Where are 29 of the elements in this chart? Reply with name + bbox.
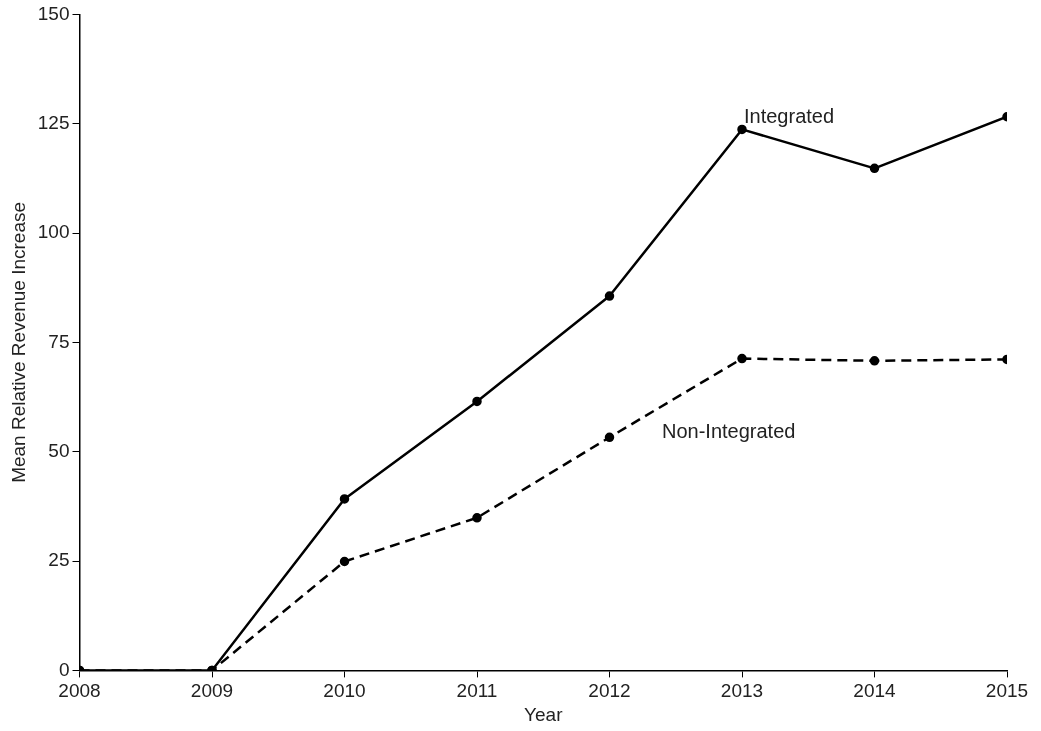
y-tick-label: 25 <box>48 549 70 571</box>
y-tick-label: 100 <box>37 221 70 243</box>
x-tick-label: 2012 <box>588 680 631 702</box>
point <box>339 494 350 504</box>
y-tick-label: 125 <box>37 111 70 133</box>
point <box>472 396 482 407</box>
point <box>604 432 615 443</box>
point <box>869 356 880 366</box>
point <box>604 291 615 301</box>
x-tick-label: 2015 <box>985 680 1029 702</box>
x-tick-label: 2011 <box>456 680 498 702</box>
y-tick-label: 50 <box>48 439 70 461</box>
y-tick-label: 75 <box>48 330 70 352</box>
y-tick-label: 0 <box>58 658 70 680</box>
x-axis-title: Year <box>524 703 564 725</box>
point <box>339 556 350 567</box>
x-tick-label: 2009 <box>190 680 234 702</box>
point <box>737 353 747 364</box>
x-tick-label: 2013 <box>720 680 764 702</box>
point <box>869 163 880 174</box>
y-axis-title: Mean Relative Revenue Increase <box>7 201 29 483</box>
y-tick-label: 150 <box>37 2 70 24</box>
series-label: Integrated <box>744 104 835 127</box>
x-tick-label: 2010 <box>323 680 366 702</box>
point <box>737 124 747 135</box>
x-tick-label: 2014 <box>853 680 897 702</box>
x-tick-label: 2008 <box>58 680 101 702</box>
point <box>472 513 482 523</box>
series-label: Non-Integrated <box>662 420 796 443</box>
